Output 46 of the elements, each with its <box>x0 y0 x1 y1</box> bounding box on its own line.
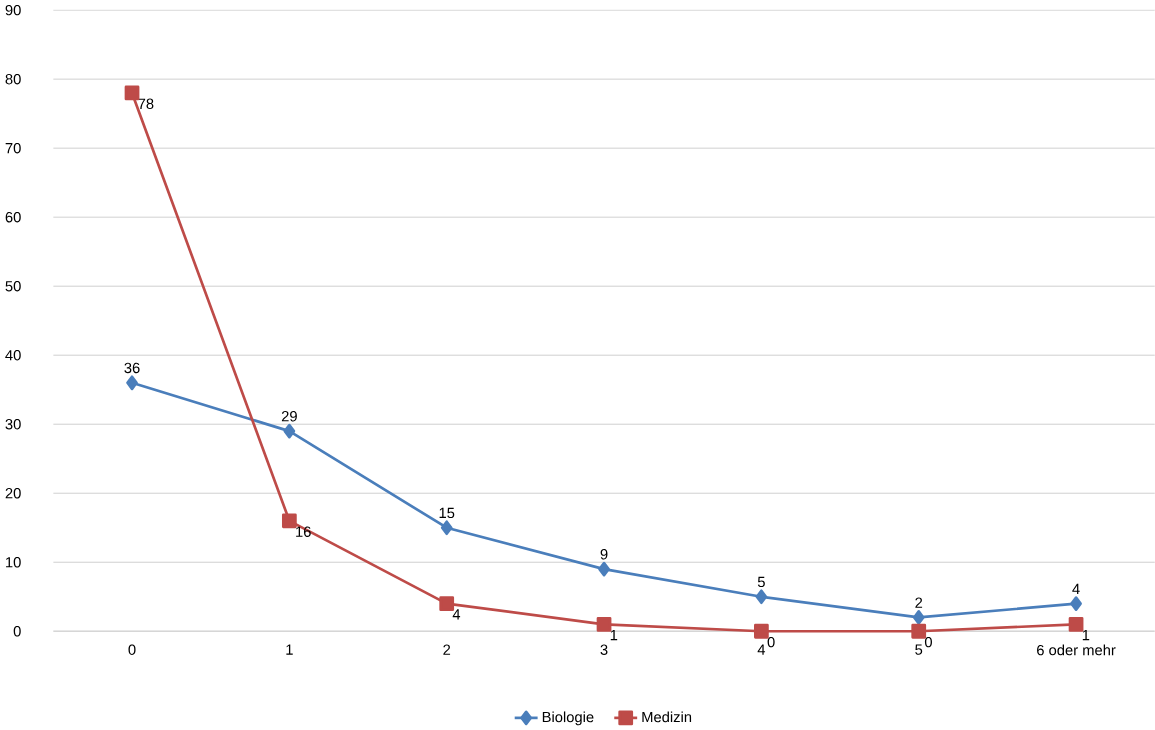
x-tick-label: 5 <box>915 644 923 655</box>
point <box>283 423 296 439</box>
data-label: 78 <box>138 98 154 110</box>
data-label: 4 <box>1072 584 1080 595</box>
point <box>440 520 453 536</box>
data-label: 36 <box>124 362 140 374</box>
y-tick-label: 70 <box>5 143 21 154</box>
data-label: 0 <box>767 637 775 648</box>
x-tick-label: 0 <box>128 644 136 656</box>
point <box>911 624 927 639</box>
x-tick-label: 6 oder mehr <box>1037 644 1116 656</box>
legend-label: Medizin <box>642 711 692 723</box>
data-label: 5 <box>757 576 765 588</box>
x-tick-label: 4 <box>757 644 766 655</box>
y-tick-label: 90 <box>5 5 21 16</box>
data-label: 1 <box>610 630 618 641</box>
point <box>912 610 925 625</box>
data-label: 16 <box>296 526 311 538</box>
data-label: 0 <box>924 637 932 648</box>
point <box>755 589 768 605</box>
data-label: 2 <box>915 597 923 608</box>
point <box>1070 596 1082 612</box>
point <box>126 375 138 391</box>
y-tick-label: 20 <box>5 488 21 499</box>
y-tick-label: 80 <box>5 74 21 85</box>
x-tick-label: 2 <box>443 644 451 655</box>
point <box>281 513 297 529</box>
data-label: 9 <box>600 549 608 560</box>
data-label: 4 <box>452 609 461 620</box>
x-tick-label: 1 <box>286 644 293 655</box>
x-tick-label: 3 <box>600 644 608 656</box>
y-tick-label: 10 <box>6 557 21 568</box>
data-label: 15 <box>439 507 455 519</box>
y-tick-label: 50 <box>5 281 21 292</box>
point <box>598 561 610 577</box>
y-tick-label: 40 <box>5 350 21 361</box>
y-tick-label: 30 <box>5 419 21 430</box>
legend-label: Biologie <box>542 711 594 726</box>
data-label: 1 <box>1082 630 1090 641</box>
point <box>754 624 769 639</box>
point <box>1068 617 1084 632</box>
data-label: 29 <box>281 411 297 422</box>
y-tick-label: 60 <box>5 212 21 223</box>
point <box>596 617 612 632</box>
point <box>124 85 140 101</box>
y-tick-label: 0 <box>13 626 21 637</box>
